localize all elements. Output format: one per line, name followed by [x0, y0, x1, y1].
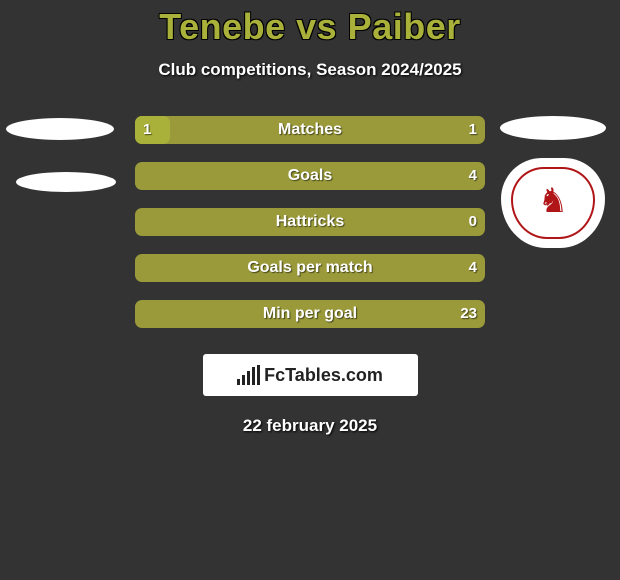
stat-row-mpg: Min per goal 23 — [135, 300, 485, 328]
stat-right-value: 0 — [469, 208, 477, 236]
match-date: 22 february 2025 — [0, 416, 620, 436]
stats-area: 1 Matches 1 Goals 4 Hattricks 0 Goals pe… — [0, 116, 620, 346]
stat-row-goals: Goals 4 — [135, 162, 485, 190]
stat-label: Matches — [135, 116, 485, 144]
logo-text: FcTables.com — [264, 365, 383, 386]
fctables-logo[interactable]: FcTables.com — [203, 354, 418, 396]
stat-label: Goals per match — [135, 254, 485, 282]
stat-row-hattricks: Hattricks 0 — [135, 208, 485, 236]
stat-right-value: 4 — [469, 254, 477, 282]
stat-row-gpm: Goals per match 4 — [135, 254, 485, 282]
stat-label: Hattricks — [135, 208, 485, 236]
stat-row-matches: 1 Matches 1 — [135, 116, 485, 144]
stat-label: Goals — [135, 162, 485, 190]
page-title: Tenebe vs Paiber — [0, 0, 620, 48]
stat-label: Min per goal — [135, 300, 485, 328]
page-subtitle: Club competitions, Season 2024/2025 — [0, 60, 620, 80]
stat-right-value: 4 — [469, 162, 477, 190]
page-root: Tenebe vs Paiber Club competitions, Seas… — [0, 0, 620, 580]
logo-bars-icon — [237, 365, 260, 385]
stat-right-value: 1 — [469, 116, 477, 144]
stat-right-value: 23 — [460, 300, 477, 328]
